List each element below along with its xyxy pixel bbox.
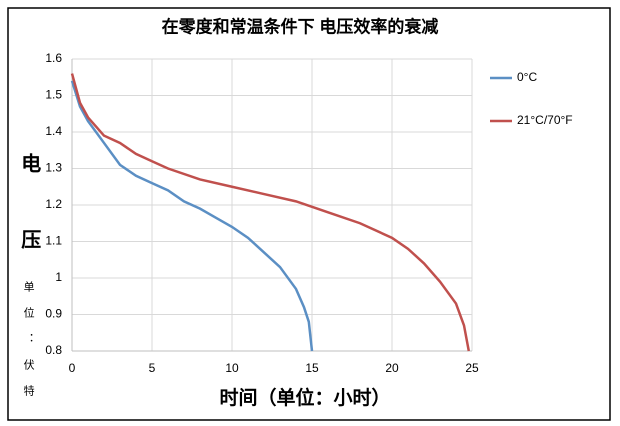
y-axis-unit: 单位：伏特 [22, 281, 35, 411]
y-tick-label: 1.3 [45, 161, 62, 175]
y-tick-label: 0.9 [45, 307, 62, 321]
x-tick-label: 20 [385, 361, 399, 375]
y-tick-label: 1.1 [45, 234, 62, 248]
y-tick-label: 1 [55, 270, 62, 284]
y-axis-label: 电压 [18, 153, 41, 305]
y-tick-label: 1.6 [45, 51, 62, 65]
chart-title: 在零度和常温条件下 电压效率的衰减 [162, 16, 439, 36]
x-tick-label: 5 [149, 361, 156, 375]
x-tick-label: 0 [69, 361, 76, 375]
legend-label: 0°C [517, 70, 537, 84]
y-tick-label: 1.2 [45, 197, 62, 211]
y-tick-label: 1.5 [45, 88, 62, 102]
x-axis-label: 时间（单位：小时） [219, 386, 390, 409]
line [70, 80, 314, 352]
x-tick-label: 25 [465, 361, 479, 375]
y-tick-label: 1.4 [45, 124, 62, 138]
line [70, 73, 471, 352]
y-tick-label: 0.8 [45, 343, 62, 357]
x-tick-label: 10 [225, 361, 239, 375]
legend-label: 21°C/70°F [517, 113, 573, 127]
x-tick-label: 15 [305, 361, 319, 375]
